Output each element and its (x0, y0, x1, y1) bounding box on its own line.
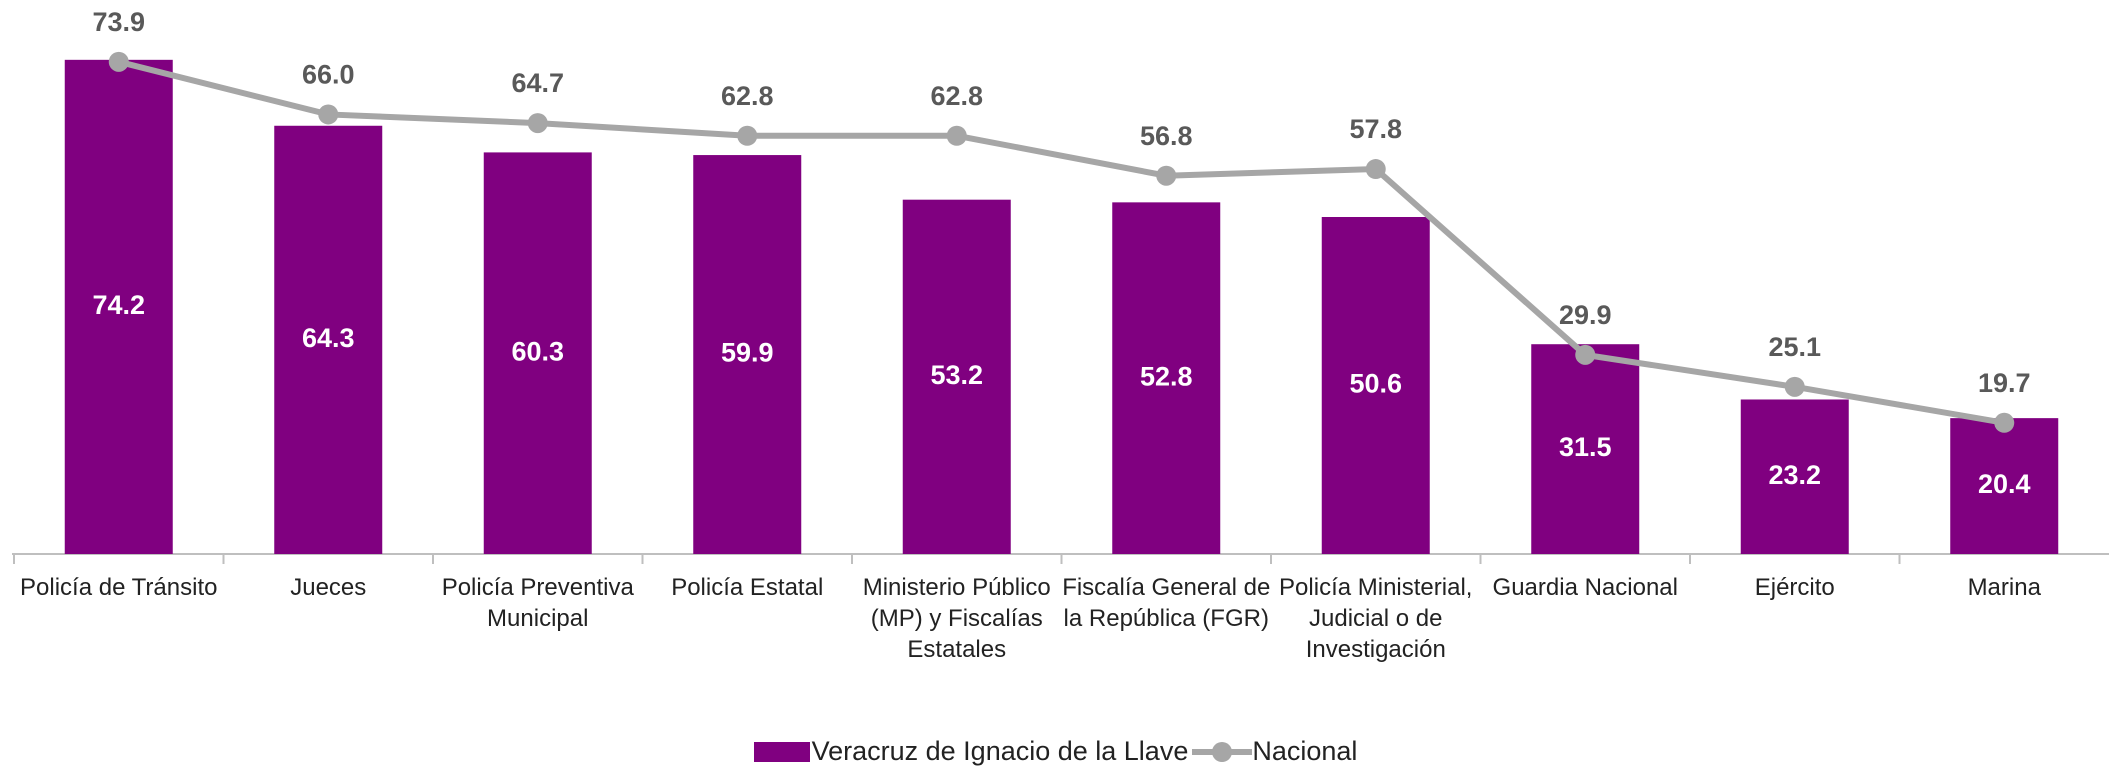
bar (693, 155, 802, 555)
bar (1740, 399, 1849, 554)
line-point (527, 113, 548, 134)
bar-value-label: 53.2 (930, 360, 983, 390)
line-value-label: 73.9 (92, 7, 145, 37)
bar-value-label: 52.8 (1140, 361, 1193, 391)
line-value-label: 29.9 (1559, 300, 1612, 330)
line-point (1365, 159, 1386, 180)
line-value-label: 62.8 (930, 81, 983, 111)
legend-bar (753, 741, 810, 762)
x-tick-label: Policía Estatal (671, 574, 824, 601)
bar-value-label: 74.2 (92, 290, 145, 320)
bar-value-label: 59.9 (721, 338, 774, 368)
line-value-label: 62.8 (721, 81, 774, 111)
line-point (1575, 344, 1596, 365)
x-tick-label: Policía Ministerial, Judicial o de Inves… (1279, 574, 1473, 663)
legend-label: Veracruz de Ignacio de la Llave (811, 736, 1189, 766)
legend-label: Nacional (1252, 736, 1358, 766)
bar-value-label: 60.3 (511, 336, 564, 366)
x-tick-label: Ejército (1754, 574, 1835, 601)
x-tick-label: Fiscalía General de la República (FGR) (1062, 574, 1271, 632)
legend-swatch (753, 741, 810, 762)
line (118, 58, 2005, 426)
bar-value-label: 23.2 (1768, 460, 1821, 490)
x-tick-label: Policía de Tránsito (20, 574, 218, 601)
x-tick-label: Marina (1967, 574, 2041, 601)
bar (1531, 344, 1640, 554)
x-tick-label: Ministerio Público (MP) y Fiscalías Esta… (862, 574, 1051, 663)
bar-value-label: 64.3 (302, 323, 355, 353)
line-value-label: 56.8 (1140, 121, 1193, 151)
line-point (318, 104, 339, 125)
legend: Veracruz de Ignacio de la Llave Nacional (0, 736, 2109, 767)
bar-value-label: 50.6 (1349, 369, 1402, 399)
bar-value-label: 31.5 (1559, 432, 1612, 462)
line-point (737, 125, 758, 146)
line-point (1156, 165, 1177, 186)
bar (1112, 202, 1221, 555)
bar (902, 199, 1011, 555)
x-tick-label: Jueces (290, 574, 367, 601)
legend-item: Veracruz de Ignacio de la Llave (752, 736, 1189, 767)
line-value-label: 64.7 (511, 68, 564, 98)
line-point (1994, 412, 2015, 433)
bar (1950, 418, 2059, 554)
line-value-label: 57.8 (1349, 114, 1402, 144)
line-value-label: 19.7 (1978, 368, 2031, 398)
bar (483, 152, 592, 555)
x-tick-label: Guardia Nacional (1492, 574, 1678, 601)
bar (64, 59, 173, 554)
bar (274, 125, 383, 555)
bar (1321, 217, 1430, 554)
legend-dot (1212, 741, 1233, 762)
legend-item: Nacional (1192, 736, 1357, 767)
bar-value-label: 20.4 (1978, 469, 2031, 499)
legend-swatch (1192, 741, 1253, 762)
line-point (108, 51, 129, 72)
line-value-label: 66.0 (302, 60, 355, 90)
line-value-label: 25.1 (1768, 332, 1821, 362)
x-tick-label: Policía Preventiva Municipal (441, 574, 634, 632)
line-point (946, 125, 967, 146)
line-point (1784, 376, 1805, 397)
